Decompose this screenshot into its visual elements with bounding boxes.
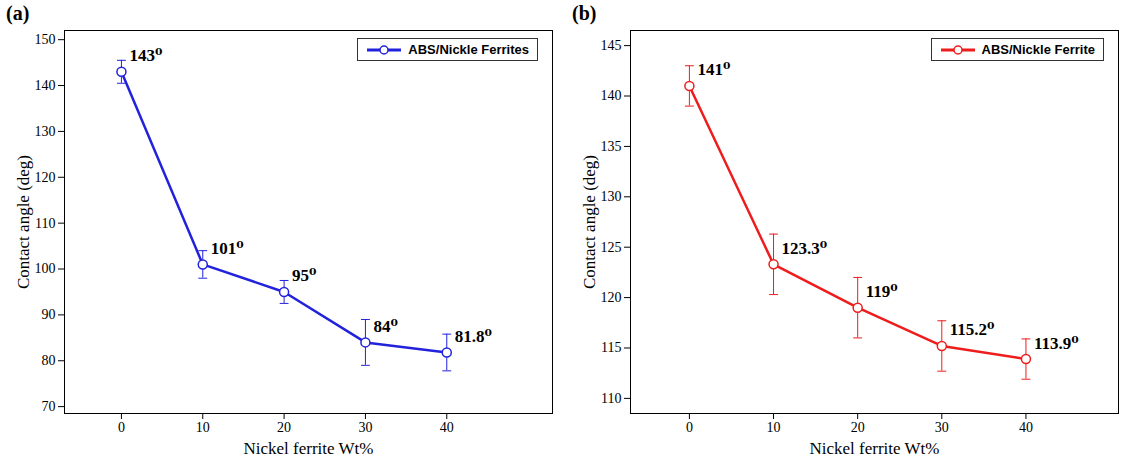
svg-text:119⁰: 119⁰ [866,282,898,301]
html-text:ABS/Nickle Ferrite: ABS/Nickle Ferrite [981,42,1095,57]
svg-text:Nickel ferrite Wt%: Nickel ferrite Wt% [244,439,374,458]
svg-text:95⁰: 95⁰ [292,266,316,285]
svg-text:130: 130 [601,189,622,204]
svg-text:30: 30 [935,420,949,435]
svg-text:125: 125 [601,240,622,255]
svg-text:81.8⁰: 81.8⁰ [455,327,492,346]
svg-text:Contact angle (deg): Contact angle (deg) [580,155,599,289]
svg-text:115.2⁰: 115.2⁰ [950,320,995,339]
svg-text:0: 0 [686,420,693,435]
svg-text:20: 20 [277,420,291,435]
svg-text:20: 20 [851,420,865,435]
svg-text:140: 140 [35,78,56,93]
svg-text:140: 140 [601,88,622,103]
svg-text:113.9⁰: 113.9⁰ [1034,334,1079,353]
svg-text:80: 80 [42,353,56,368]
svg-text:141⁰: 141⁰ [697,60,730,79]
svg-text:120: 120 [35,170,56,185]
svg-text:100: 100 [35,261,56,276]
svg-text:145: 145 [601,38,622,53]
svg-text:10: 10 [196,420,210,435]
svg-text:40: 40 [440,420,454,435]
svg-text:135: 135 [601,139,622,154]
html-text:(a): (a) [6,2,30,24]
svg-text:115: 115 [601,340,621,355]
svg-text:123.3⁰: 123.3⁰ [782,239,828,258]
svg-text:70: 70 [42,399,56,414]
svg-text:90: 90 [42,307,56,322]
html-text:ABS/Nickle Ferrites: ABS/Nickle Ferrites [408,42,529,57]
svg-text:40: 40 [1019,420,1033,435]
html-text:(b): (b) [572,2,597,24]
svg-text:Contact angle (deg): Contact angle (deg) [14,155,33,289]
svg-text:0: 0 [118,420,125,435]
svg-text:110: 110 [35,216,55,231]
svg-text:150: 150 [35,32,56,47]
svg-text:Nickel ferrite Wt%: Nickel ferrite Wt% [810,439,940,458]
svg-text:120: 120 [601,290,622,305]
svg-text:30: 30 [358,420,372,435]
svg-text:143⁰: 143⁰ [129,46,162,65]
svg-text:101⁰: 101⁰ [211,239,244,258]
svg-text:130: 130 [35,124,56,139]
svg-text:10: 10 [767,420,781,435]
svg-text:84⁰: 84⁰ [373,317,397,336]
svg-text:110: 110 [601,391,621,406]
